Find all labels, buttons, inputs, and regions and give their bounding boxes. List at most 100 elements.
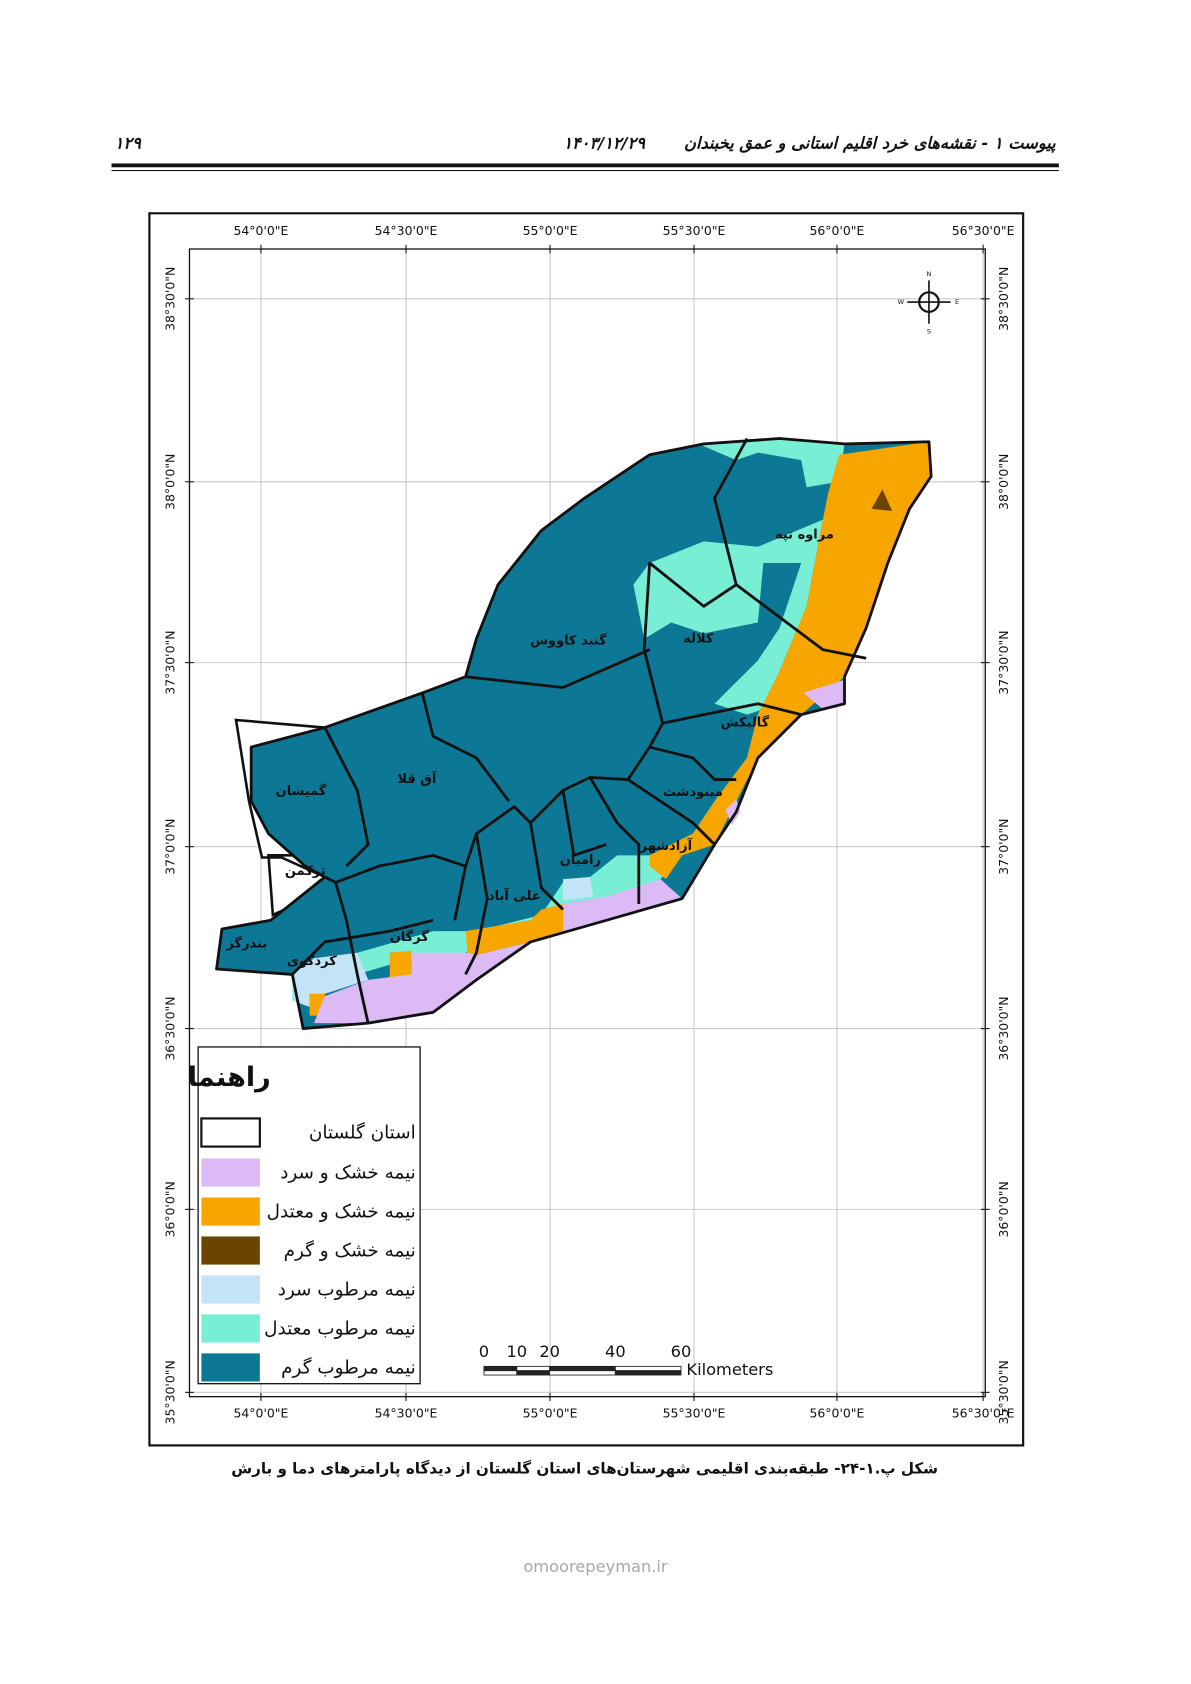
latitude-label: 37°30'0"N	[163, 630, 178, 694]
scale-segment	[516, 1370, 551, 1376]
scale-segment	[483, 1365, 518, 1372]
latitude-label: 38°30'0"N	[163, 267, 178, 331]
longitude-label: 54°0'0"E	[233, 1406, 288, 1421]
county-label: علی آباد	[488, 887, 541, 904]
longitude-label: 56°0'0"E	[809, 223, 864, 238]
header-rule	[111, 163, 1059, 168]
latitude-label: 36°0'0"N	[996, 1181, 1011, 1237]
longitude-label: 55°30'0"E	[663, 223, 726, 238]
scale-label: 40	[605, 1342, 626, 1361]
county-labels: مراوه تپه کلاله گنبد کاووس گالیکش آق قلا گمیش…	[225, 527, 833, 969]
legend-label: نیمه مرطوب معتدل	[264, 1319, 416, 1340]
legend-label: نیمه خشک و معتدل	[267, 1202, 416, 1223]
region-semi-arid-cold	[725, 799, 741, 826]
region-semi-arid-cold	[313, 879, 683, 1024]
county-label: گمیشان	[276, 783, 327, 799]
watermark: omoorepeyman.ir	[523, 1557, 668, 1576]
scale-label: 60	[671, 1342, 692, 1361]
legend-swatch	[200, 1117, 261, 1148]
legend-swatch	[201, 1197, 260, 1226]
longitude-label: 54°30'0"E	[375, 1406, 438, 1421]
scale-label: 0	[479, 1342, 489, 1361]
county-label: مراوه تپه	[775, 527, 834, 542]
figure-caption: شکل پ.۱-۲۴- طبقه‌بندی اقلیمی شهرستان‌های…	[231, 1460, 938, 1479]
scale-unit: Kilometers	[686, 1360, 773, 1379]
latitude-label: 37°0'0"N	[996, 819, 1011, 875]
legend-swatch	[201, 1314, 260, 1343]
county-label: کردکوی	[287, 954, 337, 969]
longitude-label: 54°30'0"E	[375, 223, 438, 238]
latitude-label: 38°0'0"N	[163, 454, 178, 510]
longitude-label: 56°30'0"E	[952, 223, 1015, 238]
scale-label: 10	[506, 1342, 527, 1361]
header-rule	[111, 169, 1059, 172]
legend-items: استان گلستان نیمه خشک و سرد نیمه خشک و معت…	[200, 1117, 416, 1382]
region-semi-arid-moderate	[649, 441, 932, 880]
county-label: آق قلا	[397, 770, 436, 787]
longitude-label: 56°0'0"E	[809, 1406, 864, 1421]
latitude-label: 35°30'0"N	[996, 1360, 1011, 1424]
county-label: گرگان	[390, 929, 430, 945]
scale-segment	[483, 1370, 518, 1376]
page-content: ۱۲۹ ۱۴۰۳/۱۲/۲۹ پیوست ۱ - نقشه‌های خرد اق…	[111, 133, 1059, 1576]
county-label: ترکمن	[285, 864, 326, 879]
county-label: گالیکش	[721, 715, 770, 731]
legend-label: نیمه خشک و گرم	[284, 1240, 416, 1262]
latitude-label: 37°0'0"N	[163, 819, 178, 875]
compass-w: W	[898, 298, 905, 306]
compass-s: S	[927, 327, 931, 335]
longitude-label: 55°0'0"E	[523, 223, 578, 238]
latitude-label: 38°0'0"N	[996, 454, 1011, 510]
county-label: گنبد کاووس	[530, 632, 607, 648]
page-number: ۱۲۹	[115, 133, 142, 152]
scale-segment	[549, 1365, 616, 1372]
region-semi-arid-cold	[803, 679, 845, 710]
county-borders	[291, 437, 867, 1024]
map-inner-frame	[188, 248, 986, 1398]
region-semi-humid-cold	[292, 952, 369, 1007]
county-label: مینودشت	[663, 785, 723, 800]
region-semi-humid-moderate	[698, 438, 845, 488]
longitude-label: 56°30'0"E	[952, 1406, 1015, 1421]
latitude-label: 37°30'0"N	[996, 630, 1011, 694]
longitude-label: 55°0'0"E	[523, 1406, 578, 1421]
scale-label: 20	[539, 1342, 560, 1361]
legend-label: استان گلستان	[309, 1122, 416, 1144]
header-title: پیوست ۱ - نقشه‌های خرد اقلیم استانی و عم…	[684, 133, 1056, 153]
legend-label: نیمه خشک و سرد	[280, 1163, 416, 1184]
legend-swatch	[201, 1236, 260, 1265]
legend-swatch	[201, 1275, 260, 1304]
header-date: ۱۴۰۳/۱۲/۲۹	[563, 133, 646, 152]
latitude-label: 36°30'0"N	[996, 996, 1011, 1060]
region-semi-arid-moderate	[389, 950, 412, 980]
scale-segment	[516, 1365, 551, 1372]
legend-label: نیمه مرطوب گرم	[281, 1357, 416, 1379]
legend-swatch	[201, 1353, 260, 1382]
scale-segment	[614, 1370, 682, 1376]
longitude-label: 54°0'0"E	[233, 223, 288, 238]
region-semi-humid-cold	[563, 876, 594, 901]
county-label: بندرگز	[225, 936, 267, 952]
scale-segment	[549, 1370, 616, 1376]
region-semi-arid-moderate	[465, 904, 564, 955]
latitude-label: 38°30'0"N	[996, 267, 1011, 331]
scale-segment	[614, 1365, 682, 1372]
latitude-label: 36°0'0"N	[163, 1181, 178, 1237]
map-regions	[215, 437, 933, 1030]
compass-n: N	[927, 270, 932, 278]
latitude-label: 35°30'0"N	[163, 1360, 178, 1424]
longitude-label: 55°30'0"E	[663, 1406, 726, 1421]
latitude-label: 36°30'0"N	[163, 996, 178, 1060]
county-label: کلاله	[683, 631, 714, 646]
legend-swatch	[201, 1158, 260, 1187]
legend-label: نیمه مرطوب سرد	[278, 1280, 416, 1301]
county-label: آزادشهر	[639, 837, 693, 854]
north-arrow: N E S W	[898, 270, 960, 335]
legend-title: راهنما	[188, 1062, 271, 1093]
compass-e: E	[955, 298, 959, 306]
county-label: رامیان	[560, 853, 601, 868]
